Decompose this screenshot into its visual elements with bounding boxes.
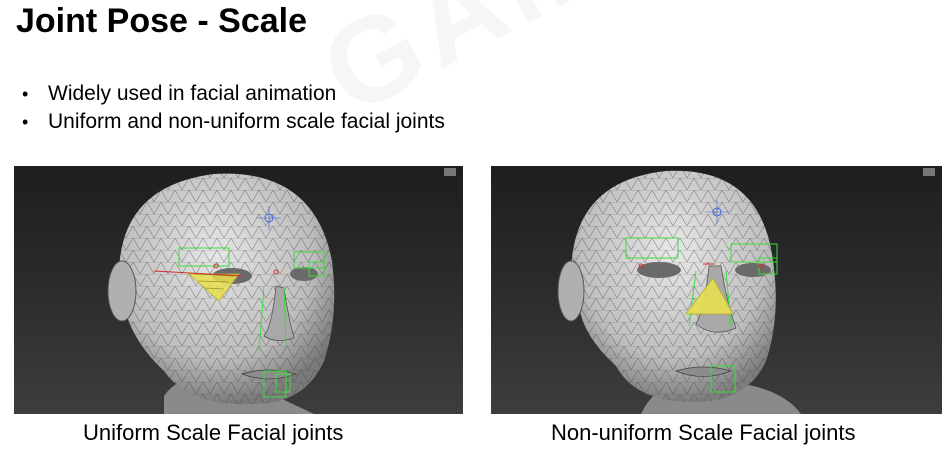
mouth — [674, 366, 733, 377]
bullet-text: Uniform and non-uniform scale facial joi… — [48, 110, 445, 133]
uniform-scale-face-image — [14, 166, 463, 414]
bullet-dot-icon: • — [22, 84, 29, 104]
nose — [263, 285, 295, 341]
joint-helpers — [178, 247, 325, 398]
bullet-dot-icon: • — [22, 112, 29, 132]
non-uniform-scale-face-image — [491, 166, 942, 414]
scaled-nose-joint — [685, 277, 734, 315]
right-eye — [290, 267, 318, 281]
left-eye — [637, 262, 681, 278]
joint-helpers — [625, 237, 778, 393]
right-eye — [735, 263, 771, 277]
face-render-left — [107, 168, 456, 414]
slide-title: Joint Pose - Scale — [16, 2, 307, 40]
ear — [557, 260, 585, 322]
mouth — [240, 369, 298, 380]
bullet-text: Widely used in facial animation — [48, 82, 337, 105]
bullet-item: • Uniform and non-uniform scale facial jo… — [18, 108, 445, 136]
bullet-item: • Widely used in facial animation — [18, 80, 445, 108]
figure-caption-non-uniform: Non-uniform Scale Facial joints — [551, 420, 856, 445]
bullet-list: • Widely used in facial animation • Unifor… — [18, 80, 445, 136]
face-render-right — [557, 168, 935, 414]
ear — [107, 260, 137, 322]
figure-caption-uniform: Uniform Scale Facial joints — [83, 420, 344, 445]
